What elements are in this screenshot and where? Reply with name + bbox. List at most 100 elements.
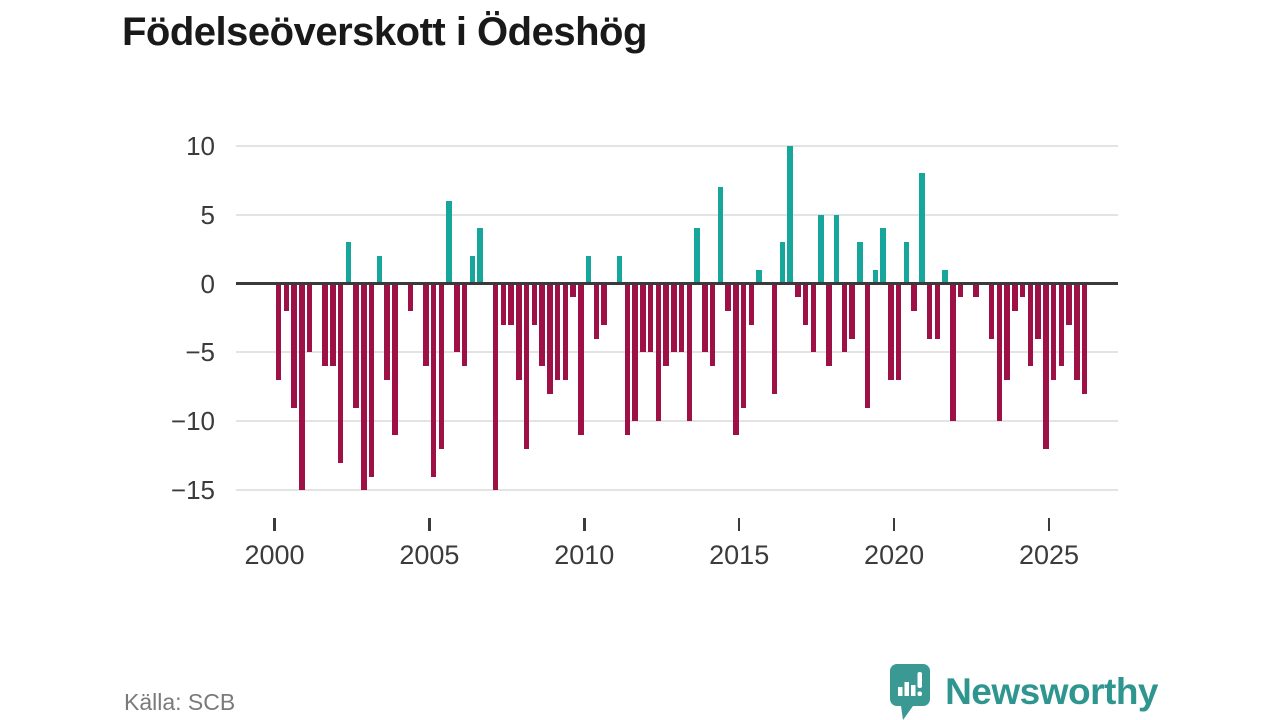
bar-2007Q1 bbox=[492, 283, 499, 491]
bar-2012Q1 bbox=[647, 283, 654, 353]
bar-2009Q4 bbox=[578, 283, 584, 436]
bar-2010Q1 bbox=[585, 255, 592, 284]
bar-2009Q1 bbox=[554, 283, 561, 380]
bar-2017Q2 bbox=[810, 283, 816, 353]
bar-2016Q1 bbox=[771, 283, 778, 394]
bar-2008Q3 bbox=[539, 283, 545, 367]
y-axis-tick-label: 10 bbox=[186, 130, 215, 161]
bar-2016Q2 bbox=[779, 242, 785, 284]
bar-2011Q4 bbox=[640, 283, 646, 353]
bar-2006Q1 bbox=[461, 283, 468, 367]
bar-2018Q3 bbox=[849, 283, 855, 339]
bar-2025Q1 bbox=[1050, 283, 1057, 380]
bar-2023Q1 bbox=[988, 283, 995, 339]
x-axis-tick-label: 2015 bbox=[709, 540, 770, 570]
bar-2012Q2 bbox=[655, 283, 661, 422]
bar-2020Q3 bbox=[911, 283, 917, 312]
bar-2018Q2 bbox=[841, 283, 847, 353]
bar-2019Q4 bbox=[888, 283, 894, 380]
bar-2021Q2 bbox=[934, 283, 940, 339]
bar-2006Q3 bbox=[477, 228, 483, 284]
bar-2013Q1 bbox=[678, 283, 685, 353]
bar-2005Q2 bbox=[438, 283, 444, 449]
y-axis-tick-label: 5 bbox=[200, 199, 215, 230]
bar-2012Q4 bbox=[671, 283, 677, 353]
bar-2014Q4 bbox=[733, 283, 739, 436]
bar-2001Q3 bbox=[322, 283, 328, 367]
bar-2009Q2 bbox=[562, 283, 568, 380]
bar-2025Q2 bbox=[1058, 283, 1064, 367]
bar-2011Q3 bbox=[632, 283, 638, 422]
bar-2013Q3 bbox=[694, 228, 700, 284]
bar-2002Q2 bbox=[345, 242, 351, 284]
x-axis-tick-label: 2025 bbox=[1018, 540, 1080, 570]
bar-2024Q2 bbox=[1027, 283, 1033, 367]
bar-2005Q3 bbox=[446, 200, 452, 284]
bar-2003Q2 bbox=[376, 255, 382, 284]
bar-2001Q4 bbox=[330, 283, 336, 367]
y-axis-tick-label: −5 bbox=[185, 337, 215, 368]
bar-2005Q1 bbox=[430, 283, 437, 477]
bar-2001Q1 bbox=[306, 283, 313, 353]
bar-2013Q4 bbox=[702, 283, 708, 353]
x-axis-tick-label: 2005 bbox=[399, 540, 460, 570]
bar-2007Q4 bbox=[516, 283, 522, 380]
zero-axis-line bbox=[236, 281, 1118, 286]
bar-2014Q2 bbox=[717, 187, 723, 284]
bar-2016Q4 bbox=[795, 283, 801, 298]
bar-2000Q2 bbox=[283, 283, 289, 312]
x-axis-tick-mark bbox=[273, 518, 276, 531]
bar-2022Q3 bbox=[973, 283, 979, 298]
bar-2017Q3 bbox=[818, 214, 824, 284]
bar-2003Q4 bbox=[392, 283, 398, 436]
bar-2010Q2 bbox=[593, 283, 599, 339]
bar-2021Q1 bbox=[926, 283, 933, 339]
bar-2025Q4 bbox=[1074, 283, 1080, 380]
x-axis-tick-label: 2020 bbox=[864, 540, 925, 570]
x-axis-tick-mark bbox=[737, 518, 741, 531]
y-axis-tick-label: −15 bbox=[170, 475, 215, 506]
newsworthy-logo-icon bbox=[889, 663, 931, 720]
bar-2020Q2 bbox=[903, 242, 909, 284]
brand-name: Newsworthy bbox=[945, 671, 1158, 712]
bar-2021Q3 bbox=[942, 269, 948, 284]
bar-2003Q1 bbox=[368, 283, 375, 477]
bar-2024Q4 bbox=[1043, 283, 1049, 449]
bar-2015Q3 bbox=[756, 269, 762, 284]
bar-2017Q1 bbox=[802, 283, 809, 325]
y-axis-tick-label: −10 bbox=[170, 406, 215, 437]
y-gridline bbox=[236, 213, 1118, 216]
bar-2020Q4 bbox=[919, 173, 925, 284]
bar-2000Q1 bbox=[275, 283, 282, 380]
source-note: Källa: SCB bbox=[124, 689, 236, 715]
bar-2007Q3 bbox=[508, 283, 514, 325]
bar-2022Q1 bbox=[957, 283, 964, 298]
bar-2013Q2 bbox=[686, 283, 692, 422]
bar-2024Q1 bbox=[1019, 283, 1026, 298]
x-axis-tick-mark bbox=[583, 518, 586, 531]
bar-2026Q1 bbox=[1081, 283, 1088, 394]
bar-2000Q4 bbox=[299, 283, 305, 491]
bar-2014Q3 bbox=[725, 283, 731, 312]
bar-2015Q2 bbox=[748, 283, 754, 325]
bar-2007Q2 bbox=[500, 283, 506, 325]
bar-2021Q4 bbox=[950, 283, 956, 422]
bar-2016Q3 bbox=[787, 145, 793, 284]
bar-2015Q1 bbox=[740, 283, 747, 408]
bar-2019Q2 bbox=[872, 269, 878, 284]
bar-2004Q2 bbox=[407, 283, 413, 312]
x-axis-tick-mark bbox=[892, 518, 896, 531]
y-axis-tick-label: 0 bbox=[200, 268, 215, 299]
y-gridline bbox=[236, 420, 1118, 423]
bar-2004Q4 bbox=[423, 283, 429, 367]
bar-2023Q4 bbox=[1012, 283, 1018, 312]
newsworthy-branding: Newsworthy bbox=[889, 663, 1158, 720]
bar-2011Q2 bbox=[624, 283, 630, 436]
bar-2003Q3 bbox=[384, 283, 390, 380]
y-gridline bbox=[236, 144, 1118, 147]
bar-2025Q3 bbox=[1066, 283, 1072, 325]
x-axis-tick-mark bbox=[1047, 518, 1051, 531]
bar-2018Q4 bbox=[857, 242, 863, 284]
x-axis-tick-label: 2000 bbox=[244, 540, 305, 570]
